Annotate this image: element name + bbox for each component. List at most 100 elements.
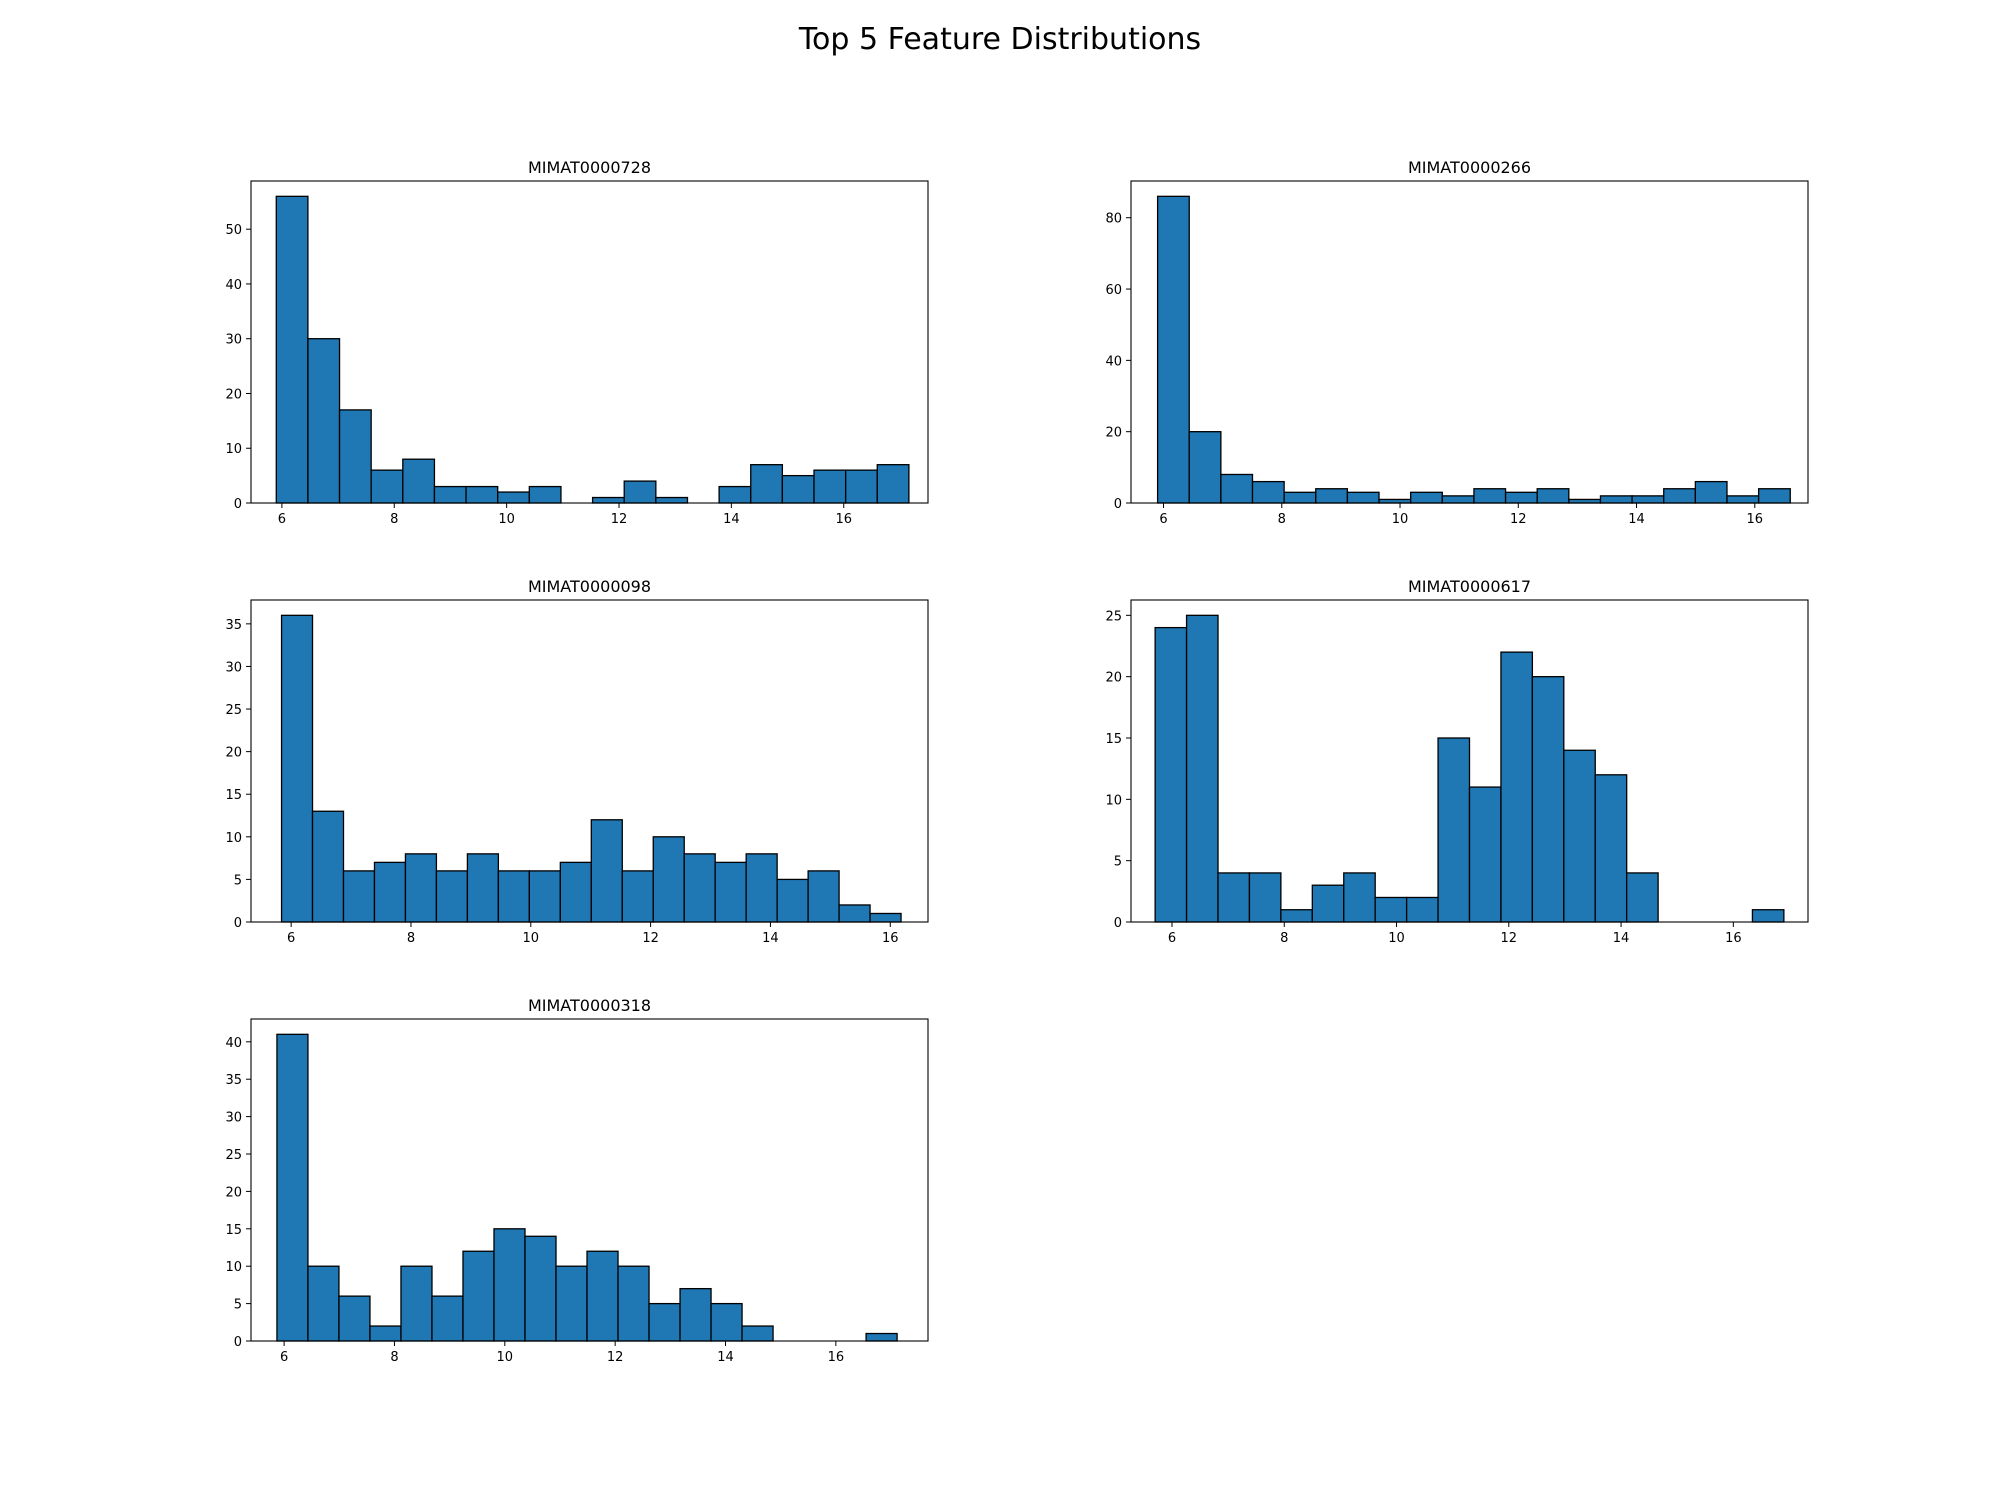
histogram-bar (838, 904, 871, 923)
x-tick-label: 6 (280, 1350, 288, 1365)
y-tick-label: 25 (225, 703, 242, 718)
histogram-bar (369, 1325, 402, 1342)
histogram-bar (497, 491, 530, 504)
histogram-bar (280, 614, 314, 923)
y-tick-label: 0 (234, 497, 242, 512)
histogram-bar (1374, 896, 1408, 923)
histogram-bar (621, 870, 654, 923)
subplot-1: 6 8 10 12 14 16 0 10 20 30 40 50 MIMAT0000728 (225, 158, 929, 527)
y-tick-label: 30 (225, 1111, 242, 1126)
histogram-bar (370, 469, 404, 504)
x-tick-label: 14 (717, 1350, 734, 1365)
histogram-bar (655, 496, 689, 504)
histogram-bar (1441, 495, 1475, 504)
histogram-bar (781, 474, 815, 504)
y-tick-label: 40 (225, 278, 242, 293)
histogram-bar (1563, 749, 1596, 923)
histogram-bar (741, 1325, 774, 1342)
histogram-bar (869, 912, 902, 923)
histogram-bar (1343, 872, 1376, 923)
histogram-bar (1315, 488, 1349, 504)
histogram-bar (373, 861, 407, 923)
histogram-bar (276, 1033, 309, 1342)
x-tick-label: 10 (1392, 512, 1409, 527)
subplot-title: MIMAT0000266 (1408, 158, 1531, 177)
x-tick-label: 6 (1159, 512, 1167, 527)
axes-frame (1130, 180, 1809, 504)
x-tick-label: 10 (523, 931, 540, 946)
y-tick-label: 30 (225, 660, 242, 675)
histogram-bar (718, 485, 752, 504)
y-tick-label: 5 (1114, 855, 1122, 870)
histogram-bar (776, 878, 809, 923)
x-tick-label: 14 (723, 512, 740, 527)
histogram-bar (1346, 491, 1380, 504)
y-tick-label: 20 (1105, 426, 1122, 441)
y-tick-label: 50 (225, 223, 242, 238)
axes-frame (1130, 599, 1809, 923)
histogram-bar (400, 1265, 433, 1342)
histogram-bar (1283, 491, 1317, 504)
histogram-bar (1663, 488, 1697, 504)
x-tick-label: 12 (611, 512, 628, 527)
y-tick-label: 40 (225, 1036, 242, 1051)
histogram-bar (1437, 737, 1471, 923)
y-tick-label: 5 (234, 1298, 242, 1313)
x-tick-label: 8 (1278, 512, 1286, 527)
histogram-bar (1248, 872, 1282, 923)
histogram-bar (338, 1295, 371, 1342)
y-tick-label: 40 (1105, 354, 1122, 369)
y-tick-label: 15 (225, 1223, 242, 1238)
y-tick-label: 25 (225, 1148, 242, 1163)
histogram-bar (1504, 491, 1538, 504)
y-tick-label: 10 (225, 1260, 242, 1275)
histogram-bar (1280, 909, 1313, 923)
x-tick-label: 16 (1725, 931, 1742, 946)
histogram-bar (402, 458, 436, 504)
histogram-bar (1154, 626, 1188, 923)
histogram-bar (865, 1332, 898, 1342)
y-tick-label: 10 (225, 442, 242, 457)
x-tick-label: 10 (498, 512, 515, 527)
subplot-2: 6 8 10 12 14 16 0 20 40 60 80 MIMAT0000266 (1105, 158, 1809, 527)
subplot-5: 6 8 10 12 14 16 0 5 10 15 20 25 30 35 40 MIMAT0000318 (225, 996, 929, 1365)
histogram-bar (466, 853, 500, 923)
axes-frame (250, 1018, 929, 1342)
histogram-bar (528, 485, 562, 504)
histogram-bar (1599, 495, 1633, 504)
y-tick-label: 35 (225, 1073, 242, 1088)
x-tick-label: 12 (642, 931, 659, 946)
x-tick-label: 12 (607, 1350, 624, 1365)
y-tick-label: 80 (1105, 212, 1122, 227)
histogram-bar (497, 870, 530, 923)
y-tick-label: 25 (1105, 609, 1122, 624)
histogram-bar (1217, 872, 1251, 923)
y-tick-label: 20 (225, 746, 242, 761)
histogram-bar (275, 195, 309, 504)
histogram-bar (652, 836, 685, 923)
x-tick-label: 14 (762, 931, 779, 946)
y-tick-label: 35 (225, 618, 242, 633)
histogram-bar (1311, 884, 1345, 923)
histogram-bar (1694, 480, 1728, 504)
x-tick-label: 12 (1510, 512, 1527, 527)
histogram-bar (493, 1228, 526, 1342)
y-tick-label: 0 (1114, 916, 1122, 931)
histogram-bar (617, 1265, 650, 1342)
histogram-bar (1473, 488, 1507, 504)
x-tick-label: 14 (1628, 512, 1645, 527)
histogram-bar (1410, 491, 1443, 504)
histogram-bar (1500, 651, 1534, 923)
x-tick-label: 10 (1388, 931, 1405, 946)
y-tick-label: 10 (1105, 793, 1122, 808)
histogram-bar (524, 1235, 557, 1342)
x-tick-label: 8 (1280, 931, 1288, 946)
x-tick-label: 16 (882, 931, 899, 946)
histogram-bar (1536, 488, 1570, 504)
histogram-bar (679, 1287, 712, 1342)
y-tick-label: 60 (1105, 283, 1122, 298)
x-tick-label: 6 (1168, 931, 1176, 946)
y-tick-label: 0 (234, 916, 242, 931)
x-tick-label: 8 (390, 1350, 398, 1365)
